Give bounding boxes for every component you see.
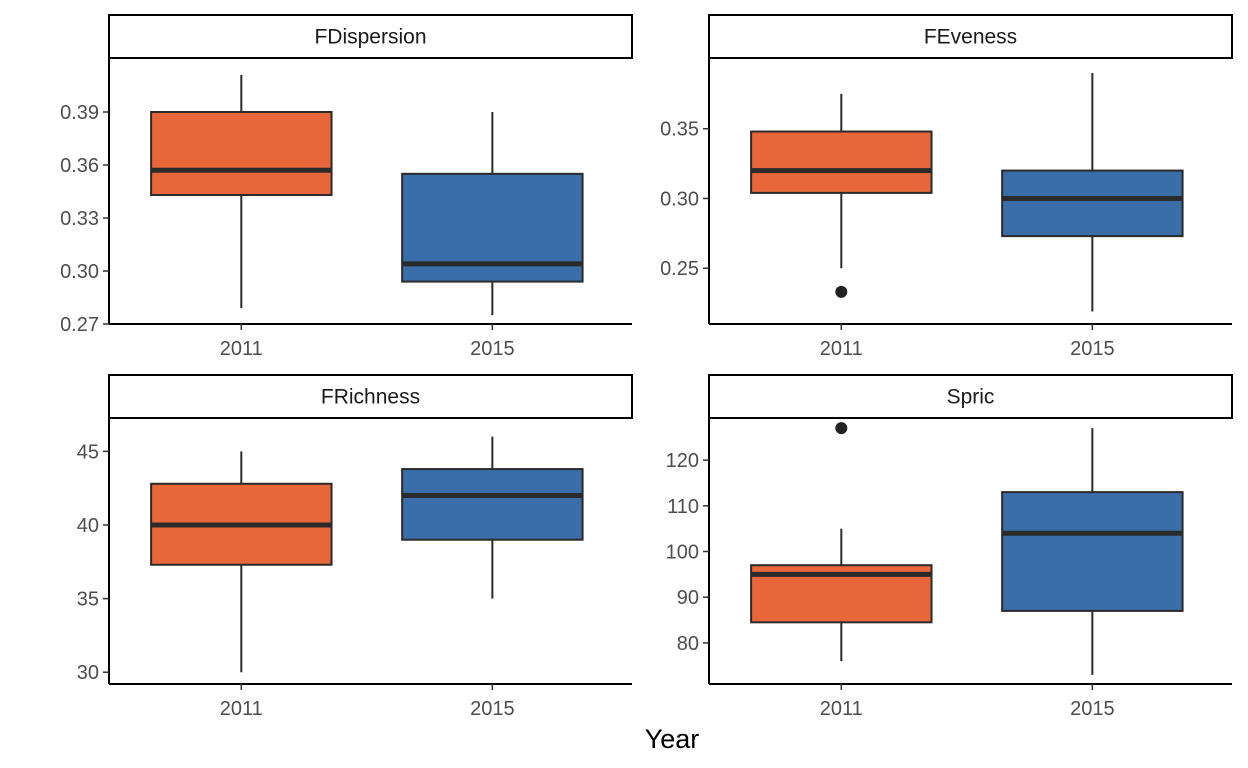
iqr-box bbox=[150, 111, 333, 197]
y-tick-label: 30 bbox=[77, 662, 99, 684]
x-tick-label: 2015 bbox=[470, 698, 515, 720]
y-tick-label: 0.35 bbox=[660, 119, 699, 141]
x-tick-label: 2011 bbox=[820, 698, 863, 720]
y-tick-label: 0.30 bbox=[60, 261, 99, 283]
y-tick-label: 120 bbox=[666, 450, 699, 472]
facet-strip bbox=[708, 14, 1233, 59]
y-tick-label: 110 bbox=[667, 496, 699, 518]
facet-strip-label: FDispersion bbox=[314, 26, 426, 49]
x-tick-label: 2015 bbox=[470, 338, 515, 360]
iqr-box bbox=[1001, 491, 1184, 612]
facet-panel: Spric 80 90 100 110 120 2011 2015 bbox=[666, 374, 1233, 720]
y-tick-label: 0.27 bbox=[60, 314, 99, 336]
box-2011 bbox=[750, 422, 933, 662]
facet-panel: FDispersion 0.27 0.30 0.33 0.36 0.39 2011 2015 bbox=[60, 14, 633, 360]
facet-strip-label: Spric bbox=[947, 386, 995, 409]
y-tick-label: 45 bbox=[77, 441, 99, 463]
iqr-box bbox=[1001, 169, 1184, 238]
facet-strip bbox=[708, 374, 1233, 419]
y-tick-label: 80 bbox=[677, 633, 699, 655]
x-tick-label: 2015 bbox=[1070, 698, 1115, 720]
box-2015 bbox=[1001, 72, 1184, 312]
box-2015 bbox=[401, 436, 584, 599]
outlier-point bbox=[835, 422, 848, 435]
facet-strip bbox=[108, 14, 633, 59]
facet-strip-label: FEveness bbox=[924, 26, 1017, 49]
box-2015 bbox=[401, 112, 584, 316]
y-tick-label: 40 bbox=[77, 515, 99, 537]
facet-panel: FRichness 30 35 40 45 2011 2015 bbox=[77, 374, 633, 720]
box-2011 bbox=[150, 74, 333, 309]
iqr-box bbox=[750, 130, 933, 194]
facet-strip-label: FRichness bbox=[321, 386, 420, 409]
facet-panel: FEveness 0.25 0.30 0.35 2011 2015 bbox=[660, 14, 1233, 360]
y-tick-label: 0.36 bbox=[60, 155, 99, 177]
iqr-box bbox=[401, 468, 584, 541]
y-tick-label: 100 bbox=[666, 542, 699, 564]
y-tick-label: 0.39 bbox=[60, 102, 99, 124]
y-tick-label: 0.33 bbox=[60, 208, 99, 230]
box-2011 bbox=[150, 451, 333, 673]
box-2011 bbox=[750, 93, 933, 298]
facet-strip bbox=[108, 374, 633, 419]
y-tick-label: 0.30 bbox=[660, 188, 699, 210]
x-tick-label: 2015 bbox=[1070, 338, 1115, 360]
x-tick-label: 2011 bbox=[820, 338, 863, 360]
y-tick-label: 90 bbox=[677, 587, 699, 609]
box-2015 bbox=[1001, 428, 1184, 675]
outlier-point bbox=[835, 285, 848, 298]
y-tick-label: 35 bbox=[77, 589, 99, 611]
y-tick-label: 0.25 bbox=[660, 258, 699, 280]
x-tick-label: 2011 bbox=[220, 338, 263, 360]
x-tick-label: 2011 bbox=[220, 698, 263, 720]
x-axis-title: Year bbox=[645, 724, 700, 754]
